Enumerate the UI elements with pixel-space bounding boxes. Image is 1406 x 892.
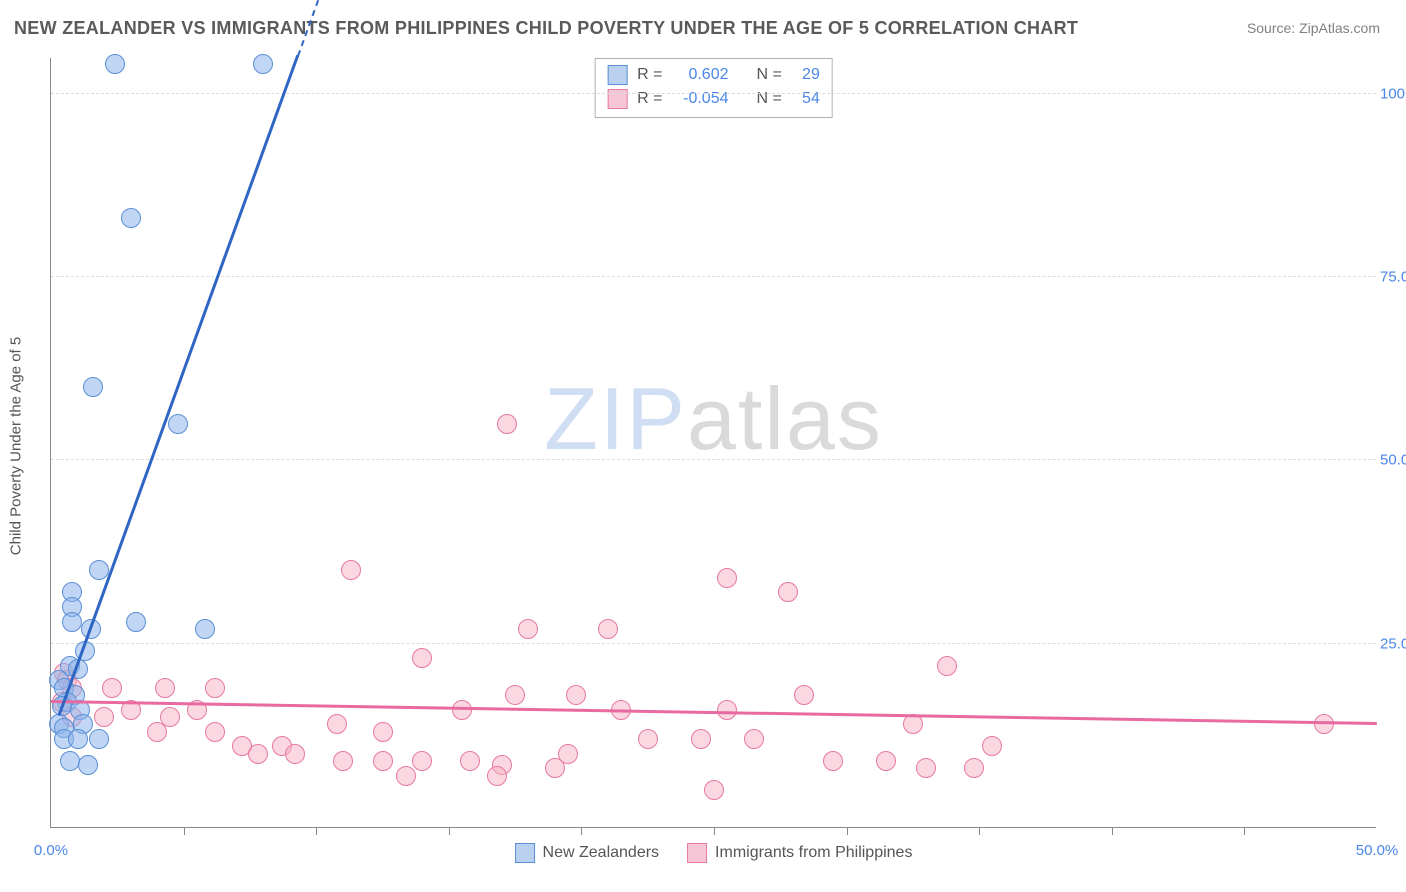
- data-point-pink: [823, 751, 843, 771]
- gridline-h: [51, 93, 1376, 94]
- data-point-blue: [195, 619, 215, 639]
- data-point-blue: [60, 751, 80, 771]
- data-point-pink: [205, 722, 225, 742]
- x-minor-tick: [316, 827, 317, 835]
- data-point-blue: [68, 729, 88, 749]
- data-point-pink: [717, 568, 737, 588]
- gridline-h: [51, 643, 1376, 644]
- series-label-blue: New Zealanders: [543, 844, 660, 862]
- series-legend: New Zealanders Immigrants from Philippin…: [515, 843, 913, 863]
- n-value-blue: 29: [792, 66, 820, 84]
- x-tick-label: 0.0%: [34, 842, 68, 859]
- trendline: [51, 700, 1377, 724]
- data-point-pink: [1314, 714, 1334, 734]
- y-tick-label: 50.0%: [1380, 452, 1406, 469]
- data-point-pink: [412, 751, 432, 771]
- gridline-h: [51, 459, 1376, 460]
- data-point-pink: [717, 700, 737, 720]
- chart-container: NEW ZEALANDER VS IMMIGRANTS FROM PHILIPP…: [0, 0, 1406, 892]
- data-point-blue: [121, 208, 141, 228]
- data-point-pink: [147, 722, 167, 742]
- legend-item-blue: New Zealanders: [515, 843, 660, 863]
- data-point-blue: [78, 755, 98, 775]
- data-point-blue: [168, 414, 188, 434]
- data-point-blue: [253, 54, 273, 74]
- x-minor-tick: [581, 827, 582, 835]
- gridline-h: [51, 276, 1376, 277]
- watermark: ZIPatlas: [544, 368, 883, 470]
- y-tick-label: 75.0%: [1380, 269, 1406, 286]
- data-point-pink: [876, 751, 896, 771]
- data-point-pink: [982, 736, 1002, 756]
- data-point-blue: [89, 729, 109, 749]
- data-point-pink: [333, 751, 353, 771]
- data-point-pink: [205, 678, 225, 698]
- data-point-pink: [396, 766, 416, 786]
- correlation-legend: R = 0.602 N = 29 R = -0.054 N = 54: [594, 58, 833, 118]
- x-minor-tick: [714, 827, 715, 835]
- legend-row-pink: R = -0.054 N = 54: [607, 87, 820, 111]
- data-point-pink: [373, 751, 393, 771]
- source-prefix: Source:: [1247, 20, 1299, 36]
- data-point-pink: [327, 714, 347, 734]
- data-point-pink: [691, 729, 711, 749]
- plot-area: ZIPatlas R = 0.602 N = 29 R = -0.054 N =…: [50, 58, 1376, 828]
- y-axis-label: Child Poverty Under the Age of 5: [8, 337, 25, 555]
- data-point-pink: [518, 619, 538, 639]
- data-point-pink: [505, 685, 525, 705]
- legend-row-blue: R = 0.602 N = 29: [607, 63, 820, 87]
- r-value-blue: 0.602: [673, 66, 729, 84]
- chart-title: NEW ZEALANDER VS IMMIGRANTS FROM PHILIPP…: [14, 18, 1078, 39]
- data-point-pink: [638, 729, 658, 749]
- x-minor-tick: [449, 827, 450, 835]
- x-minor-tick: [1112, 827, 1113, 835]
- data-point-pink: [778, 582, 798, 602]
- data-point-pink: [285, 744, 305, 764]
- data-point-pink: [744, 729, 764, 749]
- data-point-pink: [155, 678, 175, 698]
- data-point-pink: [964, 758, 984, 778]
- series-label-pink: Immigrants from Philippines: [715, 844, 912, 862]
- data-point-pink: [373, 722, 393, 742]
- x-minor-tick: [979, 827, 980, 835]
- data-point-blue: [89, 560, 109, 580]
- x-minor-tick: [184, 827, 185, 835]
- data-point-pink: [545, 758, 565, 778]
- data-point-pink: [903, 714, 923, 734]
- data-point-pink: [487, 766, 507, 786]
- data-point-pink: [248, 744, 268, 764]
- data-point-blue: [126, 612, 146, 632]
- data-point-pink: [598, 619, 618, 639]
- data-point-pink: [412, 648, 432, 668]
- swatch-blue: [515, 843, 535, 863]
- n-label: N =: [757, 66, 782, 84]
- r-label: R =: [637, 66, 662, 84]
- data-point-blue: [83, 377, 103, 397]
- data-point-pink: [341, 560, 361, 580]
- data-point-pink: [460, 751, 480, 771]
- data-point-pink: [497, 414, 517, 434]
- data-point-pink: [704, 780, 724, 800]
- y-tick-label: 25.0%: [1380, 635, 1406, 652]
- swatch-pink: [687, 843, 707, 863]
- source-link[interactable]: ZipAtlas.com: [1299, 20, 1380, 36]
- source-attribution: Source: ZipAtlas.com: [1247, 20, 1380, 36]
- x-minor-tick: [847, 827, 848, 835]
- data-point-blue: [105, 54, 125, 74]
- x-tick-label: 50.0%: [1356, 842, 1399, 859]
- data-point-blue: [62, 612, 82, 632]
- data-point-pink: [94, 707, 114, 727]
- data-point-pink: [794, 685, 814, 705]
- data-point-pink: [566, 685, 586, 705]
- data-point-pink: [916, 758, 936, 778]
- data-point-pink: [102, 678, 122, 698]
- swatch-blue: [607, 65, 627, 85]
- watermark-part1: ZIP: [544, 369, 687, 468]
- data-point-pink: [937, 656, 957, 676]
- legend-item-pink: Immigrants from Philippines: [687, 843, 912, 863]
- data-point-pink: [452, 700, 472, 720]
- x-minor-tick: [1244, 827, 1245, 835]
- y-tick-label: 100.0%: [1380, 85, 1406, 102]
- watermark-part2: atlas: [687, 369, 883, 468]
